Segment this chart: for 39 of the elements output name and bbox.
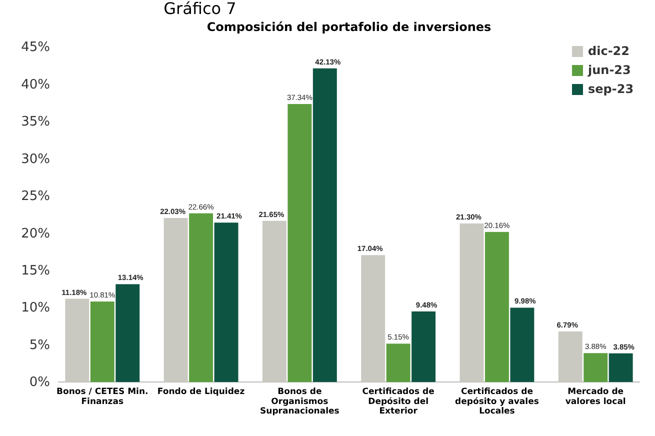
- x-tick-label: Certificados de Depósito del Exterior: [362, 387, 435, 417]
- bar: [90, 302, 114, 382]
- x-tick-label: Certificados de depósito y avales Locales: [455, 387, 539, 417]
- x-tick-label: Bonos / CETES Min. Finanzas: [56, 387, 148, 407]
- bar: [484, 232, 509, 382]
- y-tick-label: 5%: [29, 338, 50, 353]
- y-tick-label: 45%: [21, 40, 50, 56]
- y-tick-label: 35%: [21, 114, 50, 130]
- chart-title: Composición del portafolio de inversiones: [206, 20, 492, 34]
- bar: [312, 68, 337, 382]
- bar: [510, 308, 534, 382]
- bar: [116, 284, 140, 382]
- bar: [412, 311, 436, 382]
- bar: [558, 331, 582, 382]
- x-tick-label: Bonos de Organismos Supranacionales: [260, 387, 340, 417]
- legend-label: jun-23: [587, 63, 631, 77]
- y-tick-label: 40%: [21, 77, 50, 92]
- bar: [262, 220, 286, 382]
- y-tick-label: 15%: [21, 263, 50, 278]
- bar: [164, 218, 188, 382]
- y-tick-label: 25%: [21, 189, 50, 204]
- y-tick-label: 20%: [21, 226, 50, 242]
- bar: [189, 213, 214, 382]
- legend-label: sep-23: [588, 82, 634, 96]
- x-tick-label: Fondo de Liquidez: [157, 387, 245, 398]
- bar: [608, 353, 633, 382]
- bar: [361, 255, 386, 382]
- bar: [65, 298, 90, 382]
- bar: [214, 222, 238, 382]
- bar: [386, 344, 410, 382]
- y-tick-label: 30%: [21, 152, 50, 167]
- bar: [288, 104, 312, 382]
- y-tick-label: 10%: [21, 300, 50, 316]
- bar: [584, 353, 608, 382]
- x-tick-label: Mercado de valores local: [565, 387, 626, 407]
- legend-label: dic-22: [588, 44, 630, 58]
- bar: [460, 223, 484, 382]
- y-tick-label: 0%: [29, 375, 50, 390]
- text: Gráfico 7: [164, 0, 236, 18]
